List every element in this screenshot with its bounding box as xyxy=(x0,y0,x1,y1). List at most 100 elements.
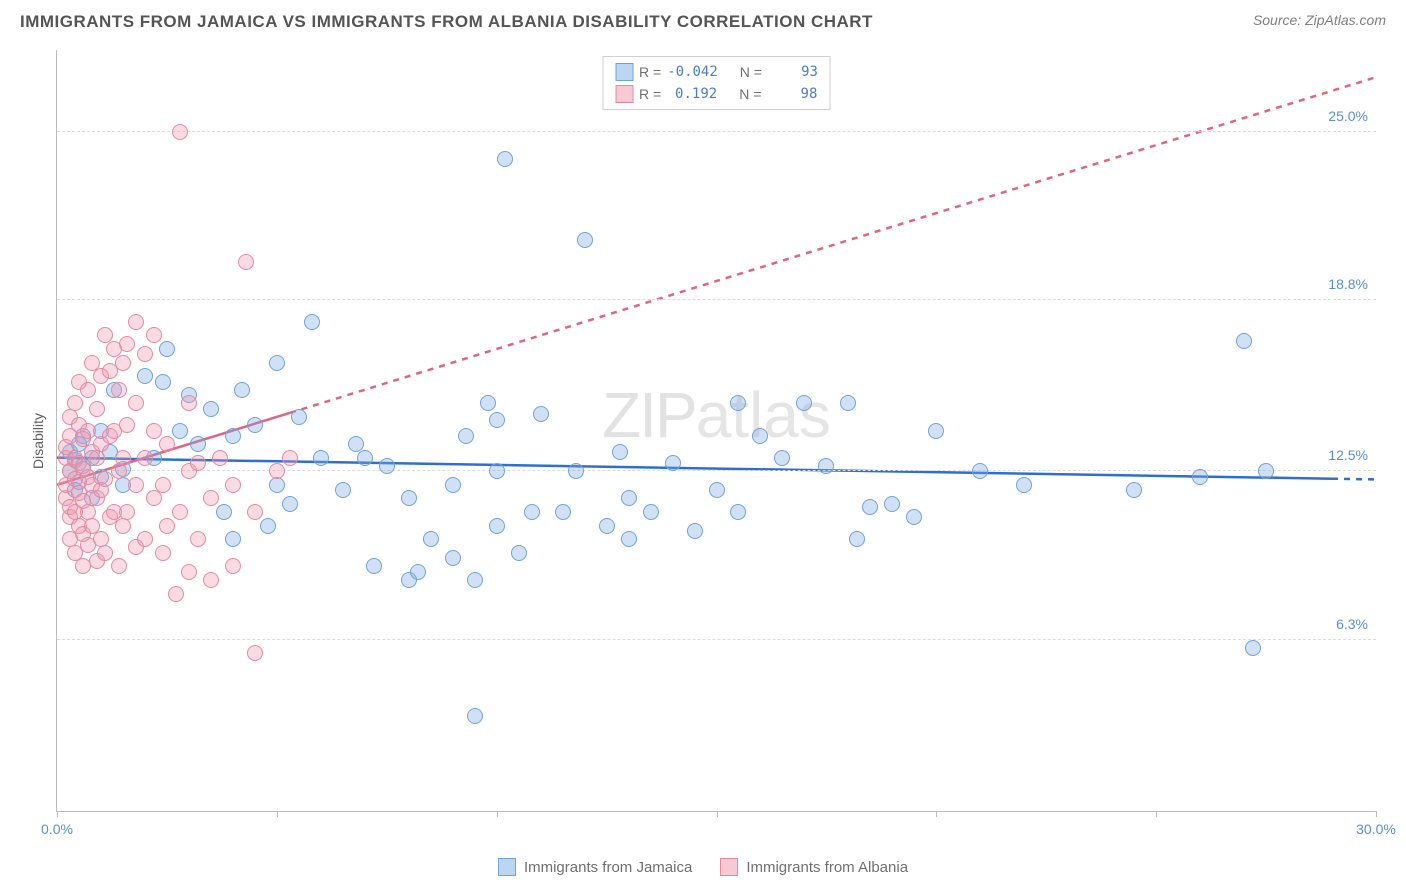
data-point xyxy=(80,382,96,398)
x-max-label: 30.0% xyxy=(1356,821,1396,837)
data-point xyxy=(190,455,206,471)
x-tick xyxy=(1156,811,1157,817)
chart-area: Disability ZIPatlas R = -0.042 N = 93 R … xyxy=(20,50,1386,832)
data-point xyxy=(119,336,135,352)
data-point xyxy=(119,417,135,433)
data-point xyxy=(168,586,184,602)
data-point xyxy=(119,504,135,520)
data-point xyxy=(524,504,540,520)
data-point xyxy=(730,395,746,411)
data-point xyxy=(260,518,276,534)
legend-item: Immigrants from Jamaica xyxy=(498,858,692,876)
data-point xyxy=(247,504,263,520)
data-point xyxy=(612,444,628,460)
data-point xyxy=(190,436,206,452)
data-point xyxy=(225,428,241,444)
legend-row: R = -0.042 N = 93 xyxy=(615,61,818,83)
data-point xyxy=(146,490,162,506)
data-point xyxy=(159,518,175,534)
data-point xyxy=(181,564,197,580)
data-point xyxy=(115,450,131,466)
data-point xyxy=(159,436,175,452)
data-point xyxy=(379,458,395,474)
x-tick xyxy=(497,811,498,817)
legend-label: Immigrants from Albania xyxy=(746,859,908,876)
data-point xyxy=(849,531,865,547)
y-tick-label: 18.8% xyxy=(1328,276,1368,292)
data-point xyxy=(489,463,505,479)
y-tick-label: 12.5% xyxy=(1328,447,1368,463)
data-point xyxy=(203,490,219,506)
data-point xyxy=(128,395,144,411)
data-point xyxy=(621,490,637,506)
data-point xyxy=(555,504,571,520)
n-label: N = xyxy=(740,61,762,83)
data-point xyxy=(972,463,988,479)
data-point xyxy=(159,341,175,357)
data-point xyxy=(172,504,188,520)
data-point xyxy=(445,477,461,493)
data-point xyxy=(730,504,746,520)
data-point xyxy=(155,374,171,390)
swatch-icon xyxy=(498,858,516,876)
data-point xyxy=(884,496,900,512)
data-point xyxy=(335,482,351,498)
data-point xyxy=(423,531,439,547)
legend-label: Immigrants from Jamaica xyxy=(524,859,692,876)
data-point xyxy=(687,523,703,539)
data-point xyxy=(282,496,298,512)
data-point xyxy=(458,428,474,444)
data-point xyxy=(172,423,188,439)
legend-item: Immigrants from Albania xyxy=(720,858,908,876)
data-point xyxy=(489,412,505,428)
correlation-legend: R = -0.042 N = 93 R = 0.192 N = 98 xyxy=(602,56,831,110)
data-point xyxy=(181,395,197,411)
legend-row: R = 0.192 N = 98 xyxy=(615,83,818,105)
swatch-icon xyxy=(615,63,633,81)
gridline xyxy=(57,299,1376,300)
data-point xyxy=(111,463,127,479)
data-point xyxy=(212,450,228,466)
plot-region: ZIPatlas R = -0.042 N = 93 R = 0.192 N =… xyxy=(56,50,1376,812)
data-point xyxy=(216,504,232,520)
y-axis-label: Disability xyxy=(30,413,46,469)
data-point xyxy=(146,327,162,343)
data-point xyxy=(155,477,171,493)
data-point xyxy=(1236,333,1252,349)
data-point xyxy=(840,395,856,411)
x-tick xyxy=(1376,811,1377,817)
data-point xyxy=(1258,463,1274,479)
data-point xyxy=(366,558,382,574)
n-value: 98 xyxy=(767,83,817,105)
data-point xyxy=(445,550,461,566)
gridline xyxy=(57,131,1376,132)
data-point xyxy=(282,450,298,466)
data-point xyxy=(80,423,96,439)
data-point xyxy=(97,545,113,561)
data-point xyxy=(111,382,127,398)
data-point xyxy=(511,545,527,561)
data-point xyxy=(489,518,505,534)
data-point xyxy=(752,428,768,444)
n-value: 93 xyxy=(768,61,818,83)
data-point xyxy=(796,395,812,411)
data-point xyxy=(291,409,307,425)
data-point xyxy=(480,395,496,411)
data-point xyxy=(115,355,131,371)
data-point xyxy=(225,531,241,547)
data-point xyxy=(1126,482,1142,498)
data-point xyxy=(247,645,263,661)
chart-title: IMMIGRANTS FROM JAMAICA VS IMMIGRANTS FR… xyxy=(20,12,873,32)
data-point xyxy=(269,463,285,479)
x-tick xyxy=(277,811,278,817)
data-point xyxy=(467,708,483,724)
x-tick xyxy=(717,811,718,817)
data-point xyxy=(1192,469,1208,485)
data-point xyxy=(709,482,725,498)
gridline xyxy=(57,639,1376,640)
data-point xyxy=(247,417,263,433)
data-point xyxy=(128,314,144,330)
data-point xyxy=(269,355,285,371)
data-point xyxy=(1245,640,1261,656)
data-point xyxy=(203,401,219,417)
